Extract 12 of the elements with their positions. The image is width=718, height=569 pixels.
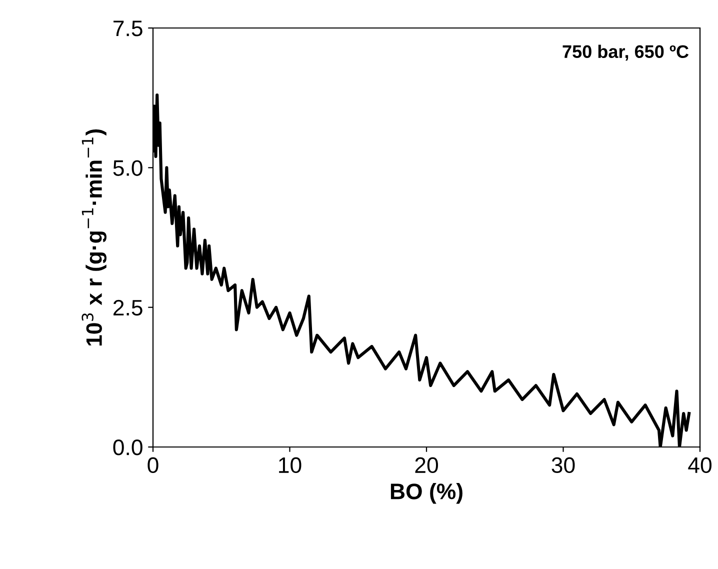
annotation: 750 bar, 650 ºC bbox=[562, 44, 689, 61]
y-tick-label: 2.5 bbox=[114, 300, 142, 316]
x-tick-label: 10 bbox=[279, 457, 302, 474]
x-tick-label: 40 bbox=[688, 457, 712, 474]
x-tick-label: 30 bbox=[552, 457, 575, 474]
y-axis-title: 10$^{3}$ x r (g·g$^{−1}$·min$^{−1}$) bbox=[82, 129, 106, 346]
y-tick-label: 0.0 bbox=[113, 440, 142, 456]
y-tick-label: 7.5 bbox=[114, 20, 142, 36]
x-tick-label: 0 bbox=[148, 457, 158, 474]
y-tick-label: 5.0 bbox=[113, 160, 142, 176]
x-tick-label: 20 bbox=[415, 457, 438, 474]
x-axis-title: BO (%) bbox=[390, 482, 462, 504]
